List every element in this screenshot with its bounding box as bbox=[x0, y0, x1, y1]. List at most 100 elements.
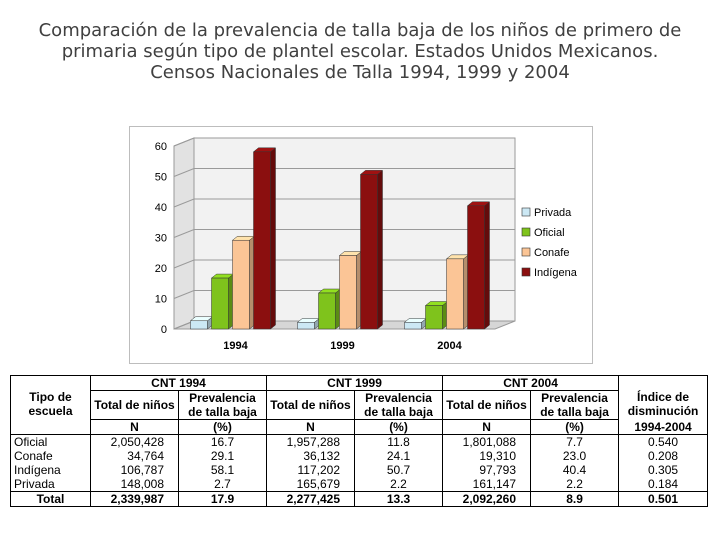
row-n-1994: 34,764 bbox=[90, 449, 179, 463]
bar-side bbox=[484, 201, 490, 330]
table-row: Privada 148,008 2.7 165,679 2.2 161,147 … bbox=[10, 477, 709, 492]
total-ninos-header-1999: Total de niños bbox=[266, 390, 356, 420]
total-pct-2004: 8.9 bbox=[530, 491, 620, 507]
bar bbox=[190, 320, 208, 330]
y-tick-label: 60 bbox=[155, 141, 167, 153]
table-row: Indígena 106,787 58.1 117,202 50.7 97,79… bbox=[10, 463, 709, 477]
row-n-1999: 117,202 bbox=[266, 463, 356, 477]
gridline bbox=[173, 259, 515, 269]
row-pct-1994: 2.7 bbox=[177, 477, 268, 492]
bar bbox=[232, 239, 250, 330]
table-units-row: N (%) N (%) N (%) 1994-2004 bbox=[10, 419, 709, 435]
legend-swatch bbox=[521, 227, 531, 237]
total-n-2004: 2,092,260 bbox=[442, 491, 532, 507]
row-n-1999: 165,679 bbox=[266, 477, 356, 492]
total-indice: 0.501 bbox=[618, 491, 709, 507]
row-pct-1999: 24.1 bbox=[354, 449, 444, 463]
legend-label: Indígena bbox=[534, 267, 578, 279]
legend-swatch bbox=[521, 247, 531, 257]
group-header-2004: CNT 2004 bbox=[442, 375, 620, 391]
y-tick-label: 40 bbox=[155, 202, 167, 214]
tipo-escuela-header: Tipo de escuela bbox=[10, 375, 91, 420]
row-tipo: Privada bbox=[10, 477, 91, 492]
total-n-1994: 2,339,987 bbox=[90, 491, 179, 507]
table-group-header-row: Tipo de escuela CNT 1994 CNT 1999 CNT 20… bbox=[10, 375, 709, 420]
units-n-1999: N bbox=[266, 419, 356, 435]
row-indice: 0.540 bbox=[618, 434, 709, 449]
bar bbox=[253, 151, 271, 330]
row-pct-1994: 16.7 bbox=[177, 434, 268, 449]
row-n-1994: 2,050,428 bbox=[90, 434, 179, 449]
y-tick-label: 50 bbox=[155, 172, 167, 184]
total-ninos-header-1994: Total de niños bbox=[90, 390, 179, 420]
table-row: Oficial 2,050,428 16.7 1,957,288 11.8 1,… bbox=[10, 434, 709, 449]
bar bbox=[339, 255, 357, 330]
bar bbox=[425, 305, 443, 330]
bar-chart-svg: 0 10 20 30 40 50 60 1994 1999 2004 Privada Oficial C… bbox=[129, 126, 593, 364]
prevalencia-header-1999: Prevalencia de talla baja bbox=[354, 390, 444, 420]
row-n-2004: 19,310 bbox=[442, 449, 532, 463]
legend-label: Conafe bbox=[534, 247, 569, 259]
row-tipo: Indígena bbox=[10, 463, 91, 477]
row-pct-1999: 11.8 bbox=[354, 434, 444, 449]
legend-swatch bbox=[521, 267, 531, 277]
legend-label: Oficial bbox=[534, 227, 565, 239]
units-n-2004: N bbox=[442, 419, 532, 435]
row-pct-1999: 50.7 bbox=[354, 463, 444, 477]
row-n-2004: 161,147 bbox=[442, 477, 532, 492]
row-indice: 0.184 bbox=[618, 477, 709, 492]
bar bbox=[404, 322, 422, 330]
row-n-1994: 106,787 bbox=[90, 463, 179, 477]
prevalencia-header-1994: Prevalencia de talla baja bbox=[177, 390, 268, 420]
row-pct-1994: 29.1 bbox=[177, 449, 268, 463]
row-indice: 0.208 bbox=[618, 449, 709, 463]
units-pct-1999: (%) bbox=[354, 419, 444, 435]
bar bbox=[360, 174, 378, 330]
bar bbox=[211, 277, 229, 330]
total-pct-1999: 13.3 bbox=[354, 491, 444, 507]
table-column-header-row: Total de niños Prevalencia de talla baja… bbox=[11, 390, 708, 420]
row-pct-1999: 2.2 bbox=[354, 477, 444, 492]
row-pct-2004: 7.7 bbox=[530, 434, 620, 449]
units-empty-cell bbox=[10, 419, 91, 435]
gridline bbox=[173, 229, 515, 238]
row-pct-2004: 40.4 bbox=[530, 463, 620, 477]
gridline bbox=[173, 290, 515, 299]
y-tick-label: 0 bbox=[161, 324, 167, 336]
bar bbox=[446, 258, 464, 330]
row-tipo: Oficial bbox=[10, 434, 91, 449]
bar bbox=[467, 205, 485, 330]
bar-side bbox=[270, 147, 276, 330]
row-tipo: Conafe bbox=[10, 449, 91, 463]
row-n-2004: 97,793 bbox=[442, 463, 532, 477]
row-pct-2004: 23.0 bbox=[530, 449, 620, 463]
table-row: Conafe 34,764 29.1 36,132 24.1 19,310 23… bbox=[10, 449, 709, 463]
total-pct-1994: 17.9 bbox=[177, 491, 268, 507]
row-pct-2004: 2.2 bbox=[530, 477, 620, 492]
gridline bbox=[173, 198, 515, 208]
units-n-1994: N bbox=[90, 419, 179, 435]
row-n-1999: 36,132 bbox=[266, 449, 356, 463]
row-n-2004: 1,801,088 bbox=[442, 434, 532, 449]
title-line-2: primaria según tipo de plantel escolar. … bbox=[61, 41, 659, 62]
x-tick-label: 1999 bbox=[330, 340, 354, 352]
row-n-1999: 1,957,288 bbox=[266, 434, 356, 449]
title-line-1: Comparación de la prevalencia de talla b… bbox=[38, 20, 682, 41]
units-pct-2004: (%) bbox=[530, 419, 620, 435]
group-header-1999: CNT 1999 bbox=[266, 375, 444, 391]
total-tipo: Total bbox=[10, 491, 91, 507]
x-tick-label: 2004 bbox=[437, 340, 462, 352]
legend-swatch bbox=[521, 207, 531, 217]
y-tick-label: 30 bbox=[155, 233, 167, 245]
bar-chart: 0 10 20 30 40 50 60 1994 1999 2004 Privada Oficial C… bbox=[129, 126, 593, 364]
bar bbox=[318, 292, 336, 330]
gridline bbox=[173, 137, 515, 147]
x-tick-label: 1994 bbox=[223, 340, 248, 352]
prevalencia-header-2004: Prevalencia de talla baja bbox=[530, 390, 620, 420]
legend-label: Privada bbox=[534, 207, 572, 219]
bar bbox=[297, 322, 315, 330]
indice-header: Índice de disminución bbox=[618, 375, 709, 420]
bar-side bbox=[377, 169, 383, 330]
total-n-1999: 2,277,425 bbox=[266, 491, 356, 507]
data-table: Tipo de escuela CNT 1994 CNT 1999 CNT 20… bbox=[10, 375, 709, 507]
